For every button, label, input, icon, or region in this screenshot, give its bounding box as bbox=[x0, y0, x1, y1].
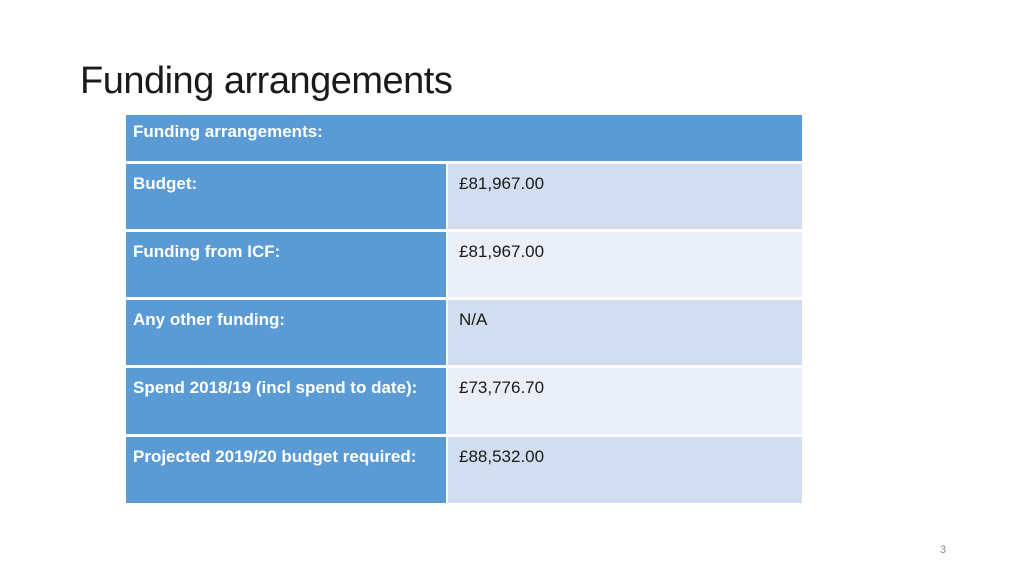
table-row: Projected 2019/20 budget required: £88,5… bbox=[126, 437, 802, 506]
table-header-row: Funding arrangements: bbox=[126, 115, 802, 164]
funding-table: Funding arrangements: Budget: £81,967.00… bbox=[126, 115, 802, 506]
row-value-spend: £73,776.70 bbox=[448, 368, 802, 434]
table-row: Funding from ICF: £81,967.00 bbox=[126, 232, 802, 300]
row-value-budget: £81,967.00 bbox=[448, 164, 802, 229]
table-row: Any other funding: N/A bbox=[126, 300, 802, 368]
slide-title: Funding arrangements bbox=[80, 60, 453, 102]
row-label-other-funding: Any other funding: bbox=[126, 300, 448, 365]
row-value-projected: £88,532.00 bbox=[448, 437, 802, 503]
row-label-projected: Projected 2019/20 budget required: bbox=[126, 437, 448, 503]
table-row: Budget: £81,967.00 bbox=[126, 164, 802, 232]
row-label-spend: Spend 2018/19 (incl spend to date): bbox=[126, 368, 448, 434]
row-value-funding-icf: £81,967.00 bbox=[448, 232, 802, 297]
row-label-funding-icf: Funding from ICF: bbox=[126, 232, 448, 297]
table-header-label: Funding arrangements: bbox=[133, 122, 323, 141]
row-label-budget: Budget: bbox=[126, 164, 448, 229]
table-row: Spend 2018/19 (incl spend to date): £73,… bbox=[126, 368, 802, 437]
page-number: 3 bbox=[939, 544, 946, 556]
row-value-other-funding: N/A bbox=[448, 300, 802, 365]
